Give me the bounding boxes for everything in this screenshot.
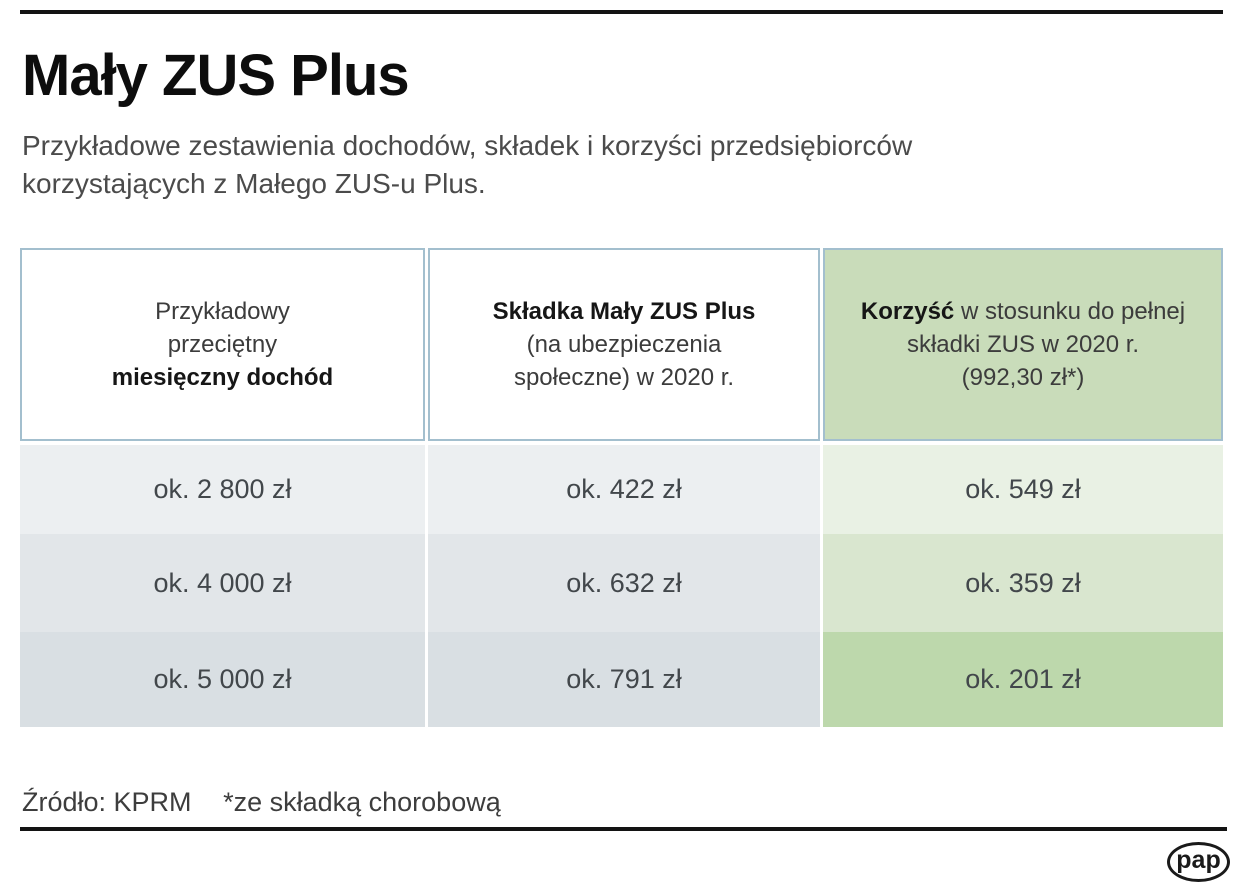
page-subtitle: Przykładowe zestawienia dochodów, składe… [22, 127, 912, 203]
cell-benefit-row-3: ok. 201 zł [823, 632, 1223, 727]
data-table: Przykładowy przeciętny miesięczny dochód… [20, 248, 1223, 727]
page-title: Mały ZUS Plus [22, 43, 410, 108]
header-contribution-line-1-bold: Składka Mały ZUS Plus [492, 298, 756, 325]
header-income-line-2: przeciętny [167, 331, 278, 358]
cell-income-row-3: ok. 5 000 zł [20, 632, 425, 727]
header-cell-benefit: Korzyść w stosunku do pełnej składki ZUS… [823, 248, 1223, 441]
header-cell-income: Przykładowy przeciętny miesięczny dochód [20, 248, 425, 441]
table-row: ok. 5 000 zł ok. 791 zł ok. 201 zł [20, 632, 1223, 727]
header-benefit-line-2: składki ZUS w 2020 r. [906, 331, 1140, 358]
header-income-line-3-bold: miesięczny dochód [111, 364, 334, 391]
header-cell-contribution: Składka Mały ZUS Plus (na ubezpieczenia … [428, 248, 820, 441]
top-rule [20, 10, 1223, 14]
table-row: ok. 2 800 zł ok. 422 zł ok. 549 zł [20, 445, 1223, 534]
cell-benefit-row-2: ok. 359 zł [823, 534, 1223, 632]
footnote-text: *ze składką chorobową [223, 787, 501, 817]
table-header-row: Przykładowy przeciętny miesięczny dochód… [20, 248, 1223, 441]
cell-income-row-1: ok. 2 800 zł [20, 445, 425, 534]
pap-logo-label: pap [1176, 846, 1221, 874]
header-contribution-line-3: społeczne) w 2020 r. [513, 364, 735, 391]
subtitle-line-2: korzystających z Małego ZUS-u Plus. [22, 168, 486, 199]
header-benefit-bold: Korzyść [860, 298, 955, 325]
cell-contribution-row-3: ok. 791 zł [428, 632, 820, 727]
cell-income-row-2: ok. 4 000 zł [20, 534, 425, 632]
table-body: ok. 2 800 zł ok. 422 zł ok. 549 zł ok. 4… [20, 445, 1223, 727]
table-row: ok. 4 000 zł ok. 632 zł ok. 359 zł [20, 534, 1223, 632]
source-text: Źródło: KPRM [22, 787, 192, 817]
pap-logo: pap [1167, 842, 1230, 882]
header-benefit-line-1: Korzyść w stosunku do pełnej [825, 295, 1221, 328]
cell-benefit-row-1: ok. 549 zł [823, 445, 1223, 534]
bottom-rule [20, 827, 1227, 831]
header-benefit-line-3: (992,30 zł*) [961, 364, 1085, 391]
cell-contribution-row-1: ok. 422 zł [428, 445, 820, 534]
header-benefit-line-1-rest: w stosunku do pełnej [954, 298, 1186, 325]
header-contribution-line-2: (na ubezpieczenia [526, 331, 722, 358]
source-line: Źródło: KPRM *ze składką chorobową [22, 787, 501, 818]
cell-contribution-row-2: ok. 632 zł [428, 534, 820, 632]
subtitle-line-1: Przykładowe zestawienia dochodów, składe… [22, 130, 913, 161]
header-income-line-1: Przykładowy [155, 298, 290, 325]
